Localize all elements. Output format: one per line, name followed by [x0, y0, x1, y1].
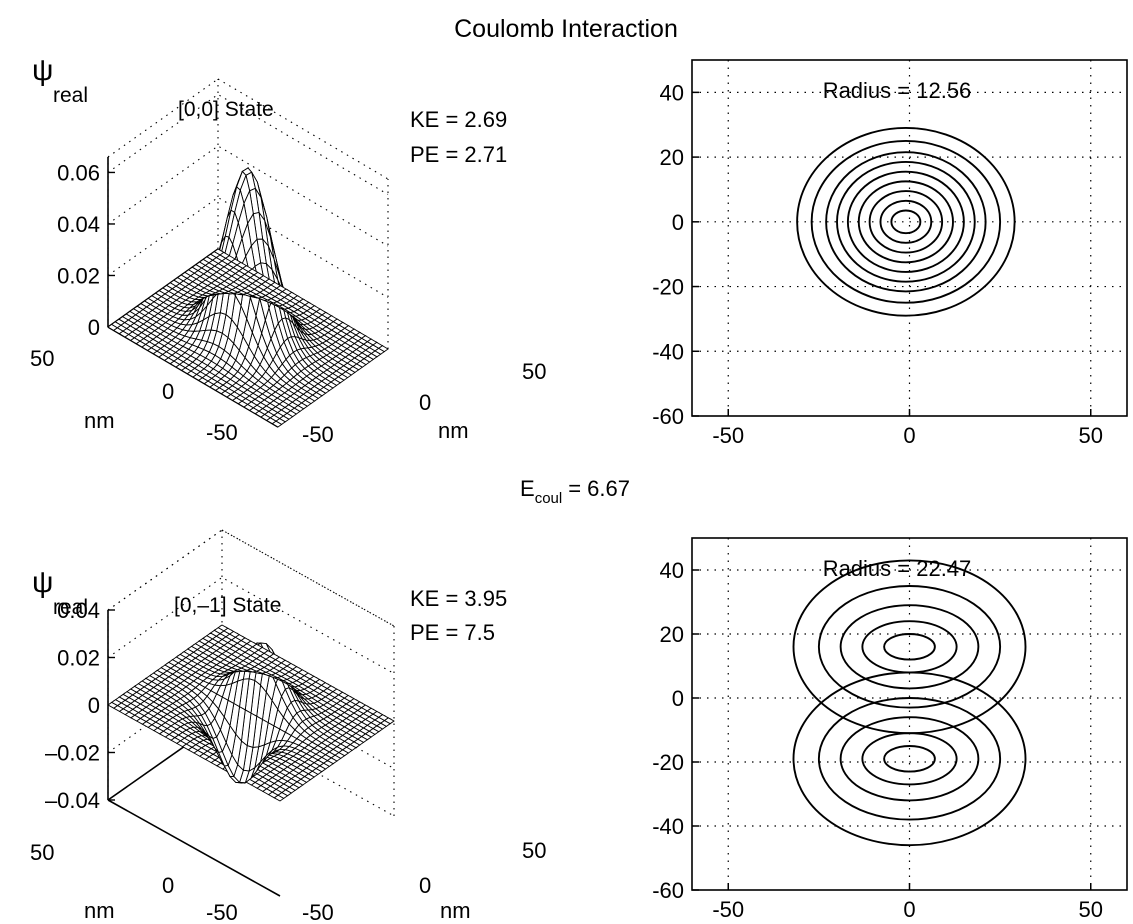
y-tick-label: -60: [652, 878, 684, 903]
contour-line: [883, 745, 936, 773]
y-tick-label: 50: [30, 346, 54, 371]
surface-plot-ground-state: ψ real [0,0] State KE = 2.69 PE = 2.71 0…: [30, 54, 546, 447]
z-tick-label: 0.06: [57, 160, 100, 185]
x-tick-label: 50: [522, 359, 546, 384]
contour-line: [868, 190, 944, 254]
surface-mesh: [107, 624, 395, 802]
psi-subscript: real: [53, 596, 88, 619]
contour-line: [846, 170, 965, 273]
contour-line: [879, 199, 933, 244]
z-tick-label: 0: [88, 315, 100, 340]
y-tick-label: 0: [162, 873, 174, 898]
radius-annotation: Radius = 22.47: [823, 556, 972, 581]
contour-line: [792, 671, 1027, 847]
psi-label: ψ: [32, 54, 53, 87]
z-tick-label: 0.02: [57, 646, 100, 671]
y-tick-label: 40: [660, 558, 684, 583]
contour-grid: [692, 538, 1127, 890]
y-tick-label: -50: [206, 420, 238, 445]
z-tick-label: –0.02: [45, 741, 100, 766]
y-tick-label: -40: [652, 339, 684, 364]
x-tick-label: 50: [1079, 423, 1103, 448]
y-axis-label: nm: [84, 408, 115, 433]
axis-ticks: -50 0 50 -60 -40 -20 0 20 40: [652, 80, 1103, 448]
state-label: [0,–1] State: [174, 594, 281, 617]
z-tick-label: 0: [88, 693, 100, 718]
x-tick-label: 0: [903, 897, 915, 922]
surface-mesh: [107, 166, 389, 428]
axis-ticks: -50 0 50 -60 -40 -20 0 20 40: [652, 558, 1103, 922]
surface-facet: [213, 248, 225, 256]
x-tick-label: -50: [712, 897, 744, 922]
psi-label: ψ: [32, 566, 53, 599]
x-tick-label: 0: [419, 390, 431, 415]
y-tick-label: 20: [660, 622, 684, 647]
z-tick-label: 0.04: [57, 212, 100, 237]
ke-annotation: KE = 3.95: [410, 586, 507, 611]
x-tick-label: -50: [712, 423, 744, 448]
figure-title: Coulomb Interaction: [454, 15, 678, 43]
y-tick-label: 0: [672, 210, 684, 235]
contour-line: [890, 209, 922, 235]
x-tick-label: -50: [302, 422, 334, 447]
x-axis-label: nm: [440, 898, 471, 923]
y-tick-label: 50: [30, 840, 54, 865]
contour-line: [883, 633, 936, 661]
x-tick-label: 50: [1079, 897, 1103, 922]
coulomb-energy-label: Ecoul = 6.67: [520, 476, 630, 507]
pe-annotation: PE = 7.5: [410, 620, 495, 645]
z-tick-label: –0.04: [45, 788, 100, 813]
box-edge: [217, 78, 389, 180]
y-axis-label: nm: [84, 898, 115, 923]
contour-line: [810, 139, 1002, 304]
z-tick-label: 0.04: [57, 598, 100, 623]
y-tick-label: -20: [652, 275, 684, 300]
y-tick-label: -40: [652, 814, 684, 839]
energy-subscript: coul: [535, 490, 563, 507]
x-tick-label: 0: [419, 873, 431, 898]
contour-line: [861, 732, 958, 786]
energy-symbol: E: [520, 476, 535, 501]
y-tick-label: 0: [162, 379, 174, 404]
radius-annotation: Radius = 12.56: [823, 78, 972, 103]
contour-line: [817, 697, 1002, 821]
box-edge: [221, 529, 395, 627]
y-tick-label: 20: [660, 145, 684, 170]
y-tick-label: -50: [206, 900, 238, 924]
axis-line: [107, 799, 281, 897]
y-tick-label: -20: [652, 750, 684, 775]
surface-plot-excited-state: ψ real [0,–1] State KE = 3.95 PE = 7.5 –…: [30, 529, 546, 924]
state-label: [0,0] State: [178, 98, 274, 121]
y-tick-label: 0: [672, 686, 684, 711]
x-tick-label: -50: [302, 900, 334, 924]
contour-line: [839, 716, 980, 802]
psi-subscript: real: [53, 84, 88, 107]
contour-line: [796, 127, 1016, 317]
contour-lines: [796, 127, 1016, 317]
z-tick-label: 0.02: [57, 263, 100, 288]
contour-line: [825, 151, 987, 293]
contour-line: [857, 180, 954, 264]
y-tick-label: 40: [660, 80, 684, 105]
energy-value: = 6.67: [568, 476, 630, 501]
contour-line: [836, 160, 976, 283]
z-tick-labels: –0.04 –0.02 0 0.02 0.04: [45, 598, 100, 813]
contour-plot-ground-state: -50 0 50 -60 -40 -20 0 20 40 Radius = 12.56: [652, 59, 1128, 448]
x-axis-label: nm: [438, 418, 469, 443]
contour-line: [817, 585, 1002, 709]
contour-plot-excited-state: -50 0 50 -60 -40 -20 0 20 40 Radius = 22.47: [652, 537, 1128, 922]
x-tick-label: 50: [522, 838, 546, 863]
contour-lines: [792, 559, 1027, 847]
surface-facet: [217, 624, 229, 632]
y-tick-label: -60: [652, 404, 684, 429]
ke-annotation: KE = 2.69: [410, 107, 507, 132]
contour-grid: [692, 60, 1127, 416]
grid-line: [107, 576, 395, 674]
grid-line: [107, 529, 395, 627]
pe-annotation: PE = 2.71: [410, 142, 507, 167]
x-tick-label: 0: [903, 423, 915, 448]
z-tick-labels: 0 0.02 0.04 0.06: [57, 160, 100, 340]
contour-line: [839, 604, 980, 690]
